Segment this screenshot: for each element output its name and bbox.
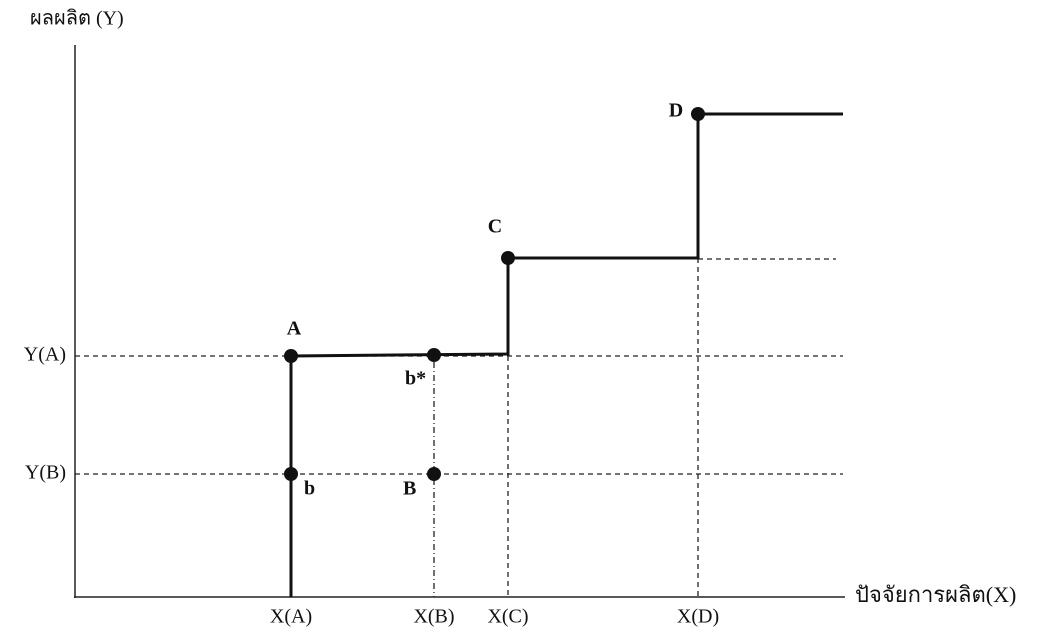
point (284, 349, 298, 363)
point (501, 251, 515, 265)
x-axis-label: ปัจจัยการผลิต(X) (855, 582, 1016, 607)
point-label: D (669, 100, 683, 122)
diagram: ผลผลิต (Y) ปัจจัยการผลิต(X) Y(A) Y(B) X(… (0, 0, 1058, 633)
y-tick-label: Y(A) (24, 344, 66, 366)
point-label: B (403, 478, 416, 500)
point-label: C (488, 216, 502, 238)
point (427, 348, 441, 362)
x-tick-label: X(D) (677, 606, 719, 628)
point (691, 107, 705, 121)
point (427, 467, 441, 481)
x-tick-label: X(A) (270, 606, 312, 628)
point-label: b* (405, 368, 426, 390)
point-label: A (287, 318, 302, 340)
point-label: b (304, 478, 315, 500)
y-axis-label: ผลผลิต (Y) (30, 8, 124, 30)
x-tick-label: X(C) (487, 606, 528, 628)
y-tick-label: Y(B) (25, 462, 66, 484)
x-tick-label: X(B) (413, 606, 454, 628)
point (284, 467, 298, 481)
